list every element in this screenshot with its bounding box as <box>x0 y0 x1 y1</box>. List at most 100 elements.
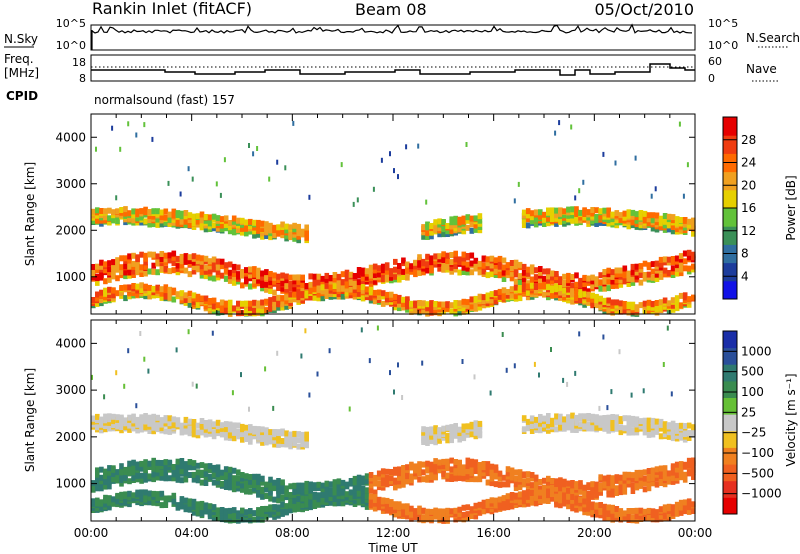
heatmap-cell <box>151 469 156 476</box>
heatmap-cell <box>473 459 479 466</box>
heatmap-cell <box>477 269 483 276</box>
heatmap-cell <box>638 469 644 476</box>
heatmap-cell <box>300 441 305 448</box>
heatmap-cell <box>364 493 370 500</box>
heatmap-cell <box>240 507 245 514</box>
heatmap-cell <box>179 253 185 260</box>
heatmap-cell <box>324 272 330 279</box>
heatmap-cell <box>566 206 571 213</box>
heatmap-cell <box>678 217 684 223</box>
heatmap-cell <box>550 421 555 428</box>
heatmap-cell <box>401 296 406 303</box>
heatmap-cell <box>219 480 225 487</box>
heatmap-cell <box>111 270 116 277</box>
heatmap-cell <box>231 390 234 396</box>
heatmap-cell <box>393 389 395 395</box>
heatmap-cell <box>622 265 628 272</box>
heatmap-cell <box>650 274 656 281</box>
power-ytick-label: 4000 <box>55 130 86 144</box>
heatmap-cell <box>477 501 483 508</box>
heatmap-cell <box>626 508 632 514</box>
heatmap-cell <box>598 486 603 493</box>
heatmap-cell <box>614 210 620 217</box>
heatmap-cell <box>666 226 672 233</box>
heatmap-cell <box>662 513 668 520</box>
heatmap-cell <box>292 274 297 281</box>
heatmap-cell <box>433 473 438 480</box>
heatmap-cell <box>179 290 185 297</box>
heatmap-cell <box>107 423 112 430</box>
heatmap-cell <box>119 272 124 279</box>
heatmap-cell <box>380 477 386 483</box>
heatmap-cell <box>538 209 543 216</box>
heatmap-cell <box>199 258 205 265</box>
heatmap-cell <box>372 186 375 192</box>
heatmap-cell <box>574 291 579 298</box>
heatmap-cell <box>211 275 217 282</box>
heatmap-cell <box>260 506 265 512</box>
heatmap-cell <box>634 429 640 436</box>
heatmap-cell <box>401 481 406 488</box>
heatmap-cell <box>380 480 386 487</box>
heatmap-cell <box>231 467 237 474</box>
heatmap-cell <box>538 485 543 492</box>
heatmap-cell <box>461 269 467 275</box>
heatmap-cell <box>634 214 640 221</box>
heatmap-cell <box>91 264 96 270</box>
heatmap-cell <box>409 511 414 518</box>
heatmap-cell <box>558 207 563 214</box>
heatmap-cell <box>602 278 607 285</box>
heatmap-cell <box>175 502 181 509</box>
heatmap-cell <box>284 227 289 234</box>
heatmap-cell <box>223 215 229 222</box>
heatmap-cell <box>159 286 165 293</box>
heatmap-cell <box>183 222 189 229</box>
heatmap-cell <box>187 217 193 223</box>
heatmap-cell <box>389 507 394 514</box>
heatmap-cell <box>356 474 362 481</box>
heatmap-cell <box>554 426 559 433</box>
heatmap-cell <box>296 443 301 450</box>
heatmap-cell <box>505 470 511 477</box>
heatmap-cell <box>127 253 132 260</box>
heatmap-cell <box>231 274 237 281</box>
heatmap-cell <box>461 469 467 476</box>
heatmap-cell <box>284 441 289 448</box>
heatmap-cell <box>127 426 132 433</box>
heatmap-cell <box>558 481 563 488</box>
heatmap-cell <box>682 461 688 468</box>
heatmap-cell <box>199 295 205 302</box>
heatmap-cell <box>155 422 160 428</box>
heatmap-cell <box>115 218 120 224</box>
heatmap-cell <box>147 213 152 220</box>
heatmap-cell <box>284 303 289 310</box>
heatmap-cell <box>256 479 261 486</box>
heatmap-cell <box>268 274 273 281</box>
heatmap-cell <box>187 222 193 229</box>
heatmap-cell <box>143 283 148 290</box>
power-colorbar-tick-label: 4 <box>741 269 749 283</box>
heatmap-cell <box>602 297 607 304</box>
heatmap-cell <box>288 291 293 298</box>
heatmap-cell <box>183 506 189 512</box>
heatmap-cell <box>602 503 607 510</box>
heatmap-cell <box>586 209 591 216</box>
heatmap-cell <box>513 278 519 285</box>
heatmap-cell <box>360 287 366 294</box>
heatmap-cell <box>340 279 346 286</box>
heatmap-cell <box>288 501 293 508</box>
heatmap-cell <box>95 146 97 152</box>
heatmap-cell <box>159 265 165 272</box>
heatmap-cell <box>107 419 112 426</box>
heatmap-cell <box>574 195 577 201</box>
heatmap-cell <box>497 475 503 482</box>
heatmap-cell <box>570 497 575 504</box>
heatmap-cell <box>191 292 197 299</box>
heatmap-cell <box>614 424 620 430</box>
heatmap-cell <box>662 509 668 516</box>
heatmap-cell <box>662 469 668 476</box>
heatmap-cell <box>646 271 652 278</box>
heatmap-cell <box>264 228 269 235</box>
heatmap-cell <box>264 274 269 281</box>
heatmap-cell <box>340 285 346 292</box>
